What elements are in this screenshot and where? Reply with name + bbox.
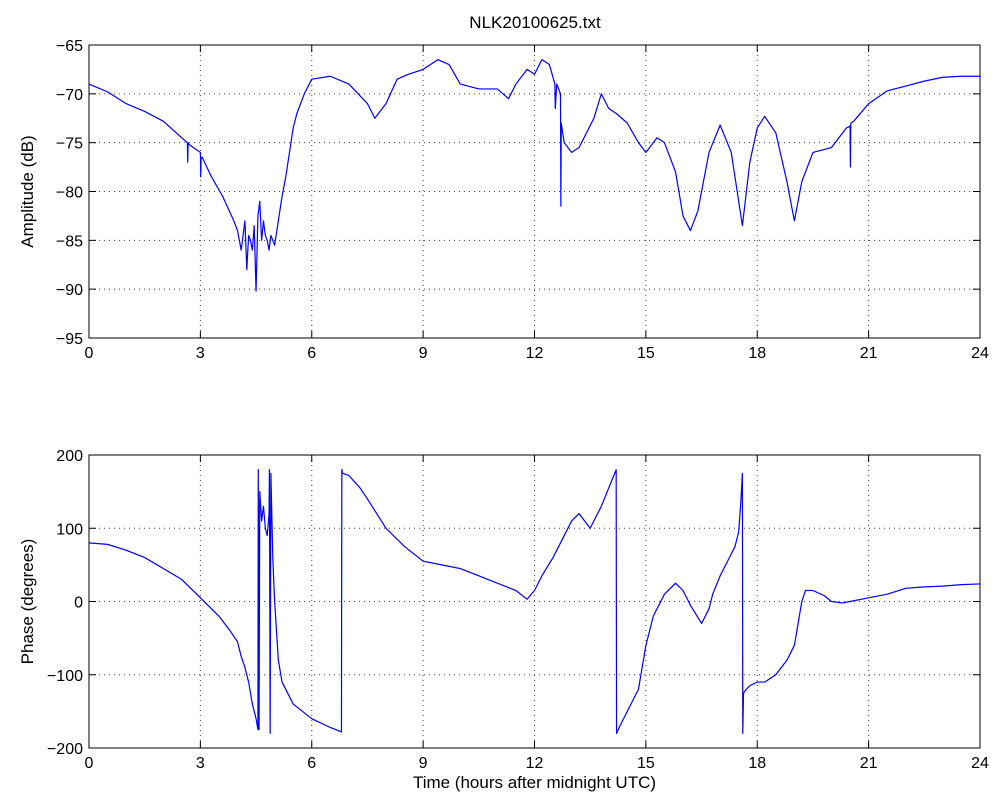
amplitude-x-tick-label: 21 [860, 345, 878, 362]
phase-x-tick-label: 15 [637, 755, 655, 772]
amplitude-y-tick-label: −65 [56, 38, 83, 55]
amplitude-x-tick-label: 6 [307, 345, 316, 362]
amplitude-y-tick-label: −85 [56, 233, 83, 250]
amplitude-panel: 0 3 6 9 12 15 18 21 24 −95 −90 −85 −80 −75 −70 −65 Ampli… [18, 38, 989, 362]
amplitude-x-tick-label: 3 [196, 345, 205, 362]
phase-x-tick-label: 12 [526, 755, 544, 772]
amplitude-y-tick-label: −70 [56, 87, 83, 104]
amplitude-x-tick-label: 18 [748, 345, 766, 362]
figure-title: NLK20100625.txt [469, 13, 601, 32]
amplitude-y-axis-title: Amplitude (dB) [18, 135, 37, 247]
phase-panel: 0 3 6 9 12 15 18 21 24 −200 −100 0 100 200 Phase (degr… [18, 448, 989, 792]
amplitude-y-tick-label: −95 [56, 331, 83, 348]
amplitude-series-line [88, 59, 980, 292]
phase-y-tick-label: −100 [47, 668, 83, 685]
phase-y-tick-label: −200 [47, 741, 83, 758]
phase-x-tick-label: 9 [419, 755, 428, 772]
phase-series-line [88, 469, 981, 734]
phase-y-tick-label: 100 [56, 521, 83, 538]
amplitude-x-tick-label: 24 [971, 345, 989, 362]
phase-x-axis-title: Time (hours after midnight UTC) [413, 773, 656, 792]
amplitude-x-tick-label: 12 [526, 345, 544, 362]
phase-y-tick-label: 200 [56, 448, 83, 465]
phase-y-tick-label: 0 [74, 595, 83, 612]
amplitude-x-tick-label: 0 [85, 345, 94, 362]
amplitude-x-tick-label: 9 [419, 345, 428, 362]
phase-x-tick-label: 0 [85, 755, 94, 772]
phase-x-tick-label: 3 [196, 755, 205, 772]
phase-x-tick-label: 6 [307, 755, 316, 772]
amplitude-y-tick-label: −75 [56, 136, 83, 153]
phase-y-axis-title: Phase (degrees) [18, 539, 37, 665]
phase-x-tick-label: 18 [748, 755, 766, 772]
amplitude-y-tick-label: −90 [56, 282, 83, 299]
amplitude-x-tick-label: 15 [637, 345, 655, 362]
amplitude-y-tick-label: −80 [56, 185, 83, 202]
phase-x-tick-label: 24 [971, 755, 989, 772]
phase-x-tick-label: 21 [860, 755, 878, 772]
